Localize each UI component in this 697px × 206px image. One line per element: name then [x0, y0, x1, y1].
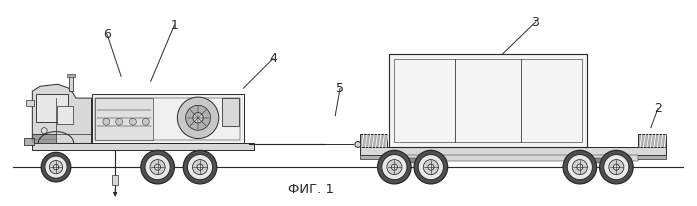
Circle shape — [613, 164, 620, 170]
Bar — [36, 94, 68, 122]
Circle shape — [608, 160, 624, 175]
Bar — [26, 100, 34, 106]
Bar — [380, 158, 445, 163]
Circle shape — [414, 150, 447, 184]
Circle shape — [142, 118, 149, 125]
Circle shape — [387, 160, 402, 175]
Circle shape — [577, 164, 583, 170]
Circle shape — [192, 160, 208, 175]
Text: 2: 2 — [654, 102, 661, 115]
Bar — [69, 76, 72, 91]
Bar — [67, 74, 75, 77]
Bar — [222, 98, 240, 126]
Bar — [91, 94, 245, 143]
Circle shape — [378, 150, 411, 184]
Circle shape — [197, 164, 203, 170]
Circle shape — [185, 105, 210, 130]
Circle shape — [45, 156, 67, 178]
Circle shape — [563, 150, 597, 184]
Circle shape — [145, 154, 170, 180]
Bar — [388, 155, 638, 161]
Circle shape — [183, 150, 217, 184]
Bar — [95, 98, 240, 139]
Bar — [360, 133, 388, 147]
Circle shape — [428, 164, 434, 170]
Circle shape — [130, 118, 137, 125]
Circle shape — [355, 142, 361, 147]
Text: 3: 3 — [532, 16, 539, 29]
Circle shape — [49, 160, 63, 174]
Bar — [360, 155, 666, 159]
Circle shape — [41, 152, 71, 182]
Text: 4: 4 — [269, 52, 277, 65]
Circle shape — [150, 160, 165, 175]
Circle shape — [599, 150, 633, 184]
Text: 5: 5 — [336, 82, 344, 95]
Circle shape — [103, 118, 109, 125]
Circle shape — [382, 154, 407, 180]
Bar — [390, 54, 587, 147]
Bar — [95, 98, 153, 139]
Circle shape — [423, 160, 438, 175]
Circle shape — [41, 128, 47, 133]
Bar — [565, 158, 631, 163]
Circle shape — [141, 150, 174, 184]
Bar — [360, 147, 666, 155]
Bar — [638, 133, 666, 147]
Circle shape — [572, 160, 588, 175]
Circle shape — [193, 113, 204, 123]
Bar — [57, 106, 72, 124]
Circle shape — [391, 164, 397, 170]
Circle shape — [187, 154, 213, 180]
Bar — [24, 138, 34, 145]
Text: ФИГ. 1: ФИГ. 1 — [288, 183, 334, 196]
Text: 1: 1 — [171, 19, 178, 32]
Circle shape — [604, 154, 629, 180]
Circle shape — [54, 164, 59, 170]
Bar — [112, 175, 118, 185]
Circle shape — [567, 154, 592, 180]
Polygon shape — [32, 84, 91, 143]
Circle shape — [418, 154, 443, 180]
Bar — [395, 59, 582, 143]
Text: 6: 6 — [103, 28, 112, 41]
Bar — [32, 143, 254, 150]
Circle shape — [155, 164, 160, 170]
Bar — [32, 133, 56, 143]
Circle shape — [116, 118, 123, 125]
Circle shape — [177, 97, 219, 138]
